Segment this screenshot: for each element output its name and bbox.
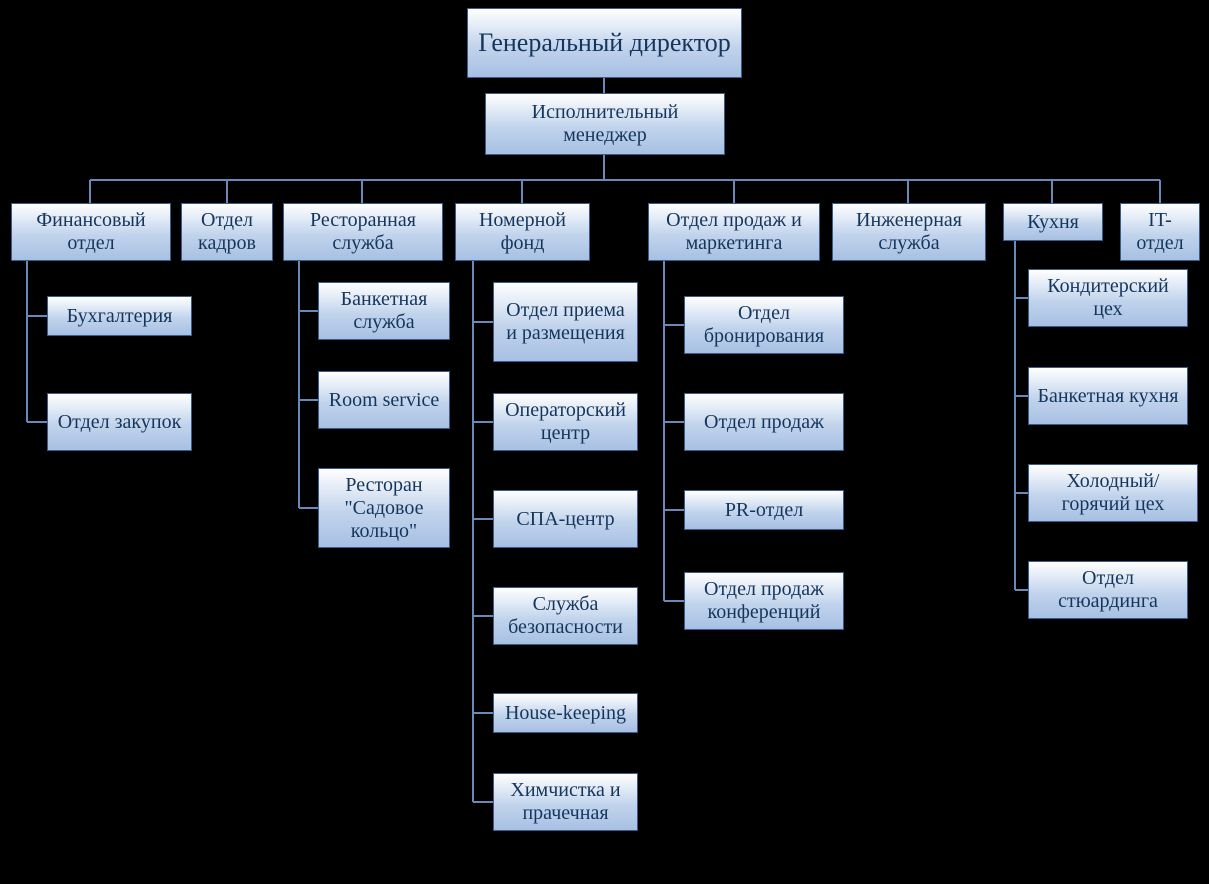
connector-horizontal (1015, 492, 1028, 494)
connector-vertical (1051, 180, 1053, 203)
connector-horizontal (473, 518, 493, 520)
node-child-banquet: Банкетная служба (318, 282, 450, 340)
node-child-confsales: Отдел продаж конференций (684, 572, 844, 630)
node-dept-restaurant: Ресторанная служба (283, 203, 443, 261)
connector-horizontal (1015, 297, 1028, 299)
node-child-reception: Отдел приема и размещения (493, 282, 638, 362)
node-root: Генеральный директор (467, 8, 742, 78)
node-child-laundry: Химчистка и прачечная (493, 773, 638, 831)
connector-horizontal (90, 179, 1160, 181)
connector-horizontal (664, 421, 684, 423)
connector-vertical (298, 261, 300, 508)
node-executive: Исполнительный менеджер (485, 93, 725, 155)
connector-horizontal (664, 509, 684, 511)
connector-horizontal (1015, 589, 1028, 591)
node-dept-hr: Отдел кадров (181, 203, 273, 261)
connector-horizontal (473, 421, 493, 423)
connector-vertical (1159, 180, 1161, 203)
connector-vertical (89, 180, 91, 203)
connector-vertical (1014, 241, 1016, 590)
node-child-spa: СПА-центр (493, 490, 638, 548)
connector-horizontal (473, 321, 493, 323)
node-child-salesdept: Отдел продаж (684, 393, 844, 451)
connector-vertical (472, 261, 474, 802)
connector-vertical (907, 180, 909, 203)
node-child-pr: PR-отдел (684, 490, 844, 530)
connector-vertical (26, 261, 28, 422)
connector-vertical (361, 180, 363, 203)
connector-horizontal (299, 399, 318, 401)
node-child-banquet-k: Банкетная кухня (1028, 367, 1188, 425)
node-dept-finance: Финансовый отдел (11, 203, 171, 261)
node-dept-sales: Отдел продаж и маркетинга (648, 203, 820, 261)
connector-vertical (226, 180, 228, 203)
node-child-callcenter: Операторский центр (493, 393, 638, 451)
connector-horizontal (664, 324, 684, 326)
connector-horizontal (473, 801, 493, 803)
node-child-booking: Отдел бронирования (684, 296, 844, 354)
connector-horizontal (27, 421, 47, 423)
node-child-pastry: Кондитерский цех (1028, 269, 1188, 327)
node-child-hotcold: Холодный/горячий цех (1028, 464, 1198, 522)
node-child-security: Служба безопасности (493, 587, 638, 645)
connector-horizontal (1015, 395, 1028, 397)
node-dept-engineer: Инженерная служба (832, 203, 986, 261)
connector-horizontal (664, 600, 684, 602)
node-child-steward: Отдел стюардинга (1028, 561, 1188, 619)
connector-vertical (521, 180, 523, 203)
connector-horizontal (473, 615, 493, 617)
node-dept-it: IT-отдел (1120, 203, 1200, 261)
connector-vertical (733, 180, 735, 203)
org-chart: Генеральный директор Исполнительный менед… (0, 0, 1209, 884)
connector-vertical (603, 78, 605, 93)
connector-vertical (603, 155, 605, 180)
node-child-housekeep: House-keeping (493, 693, 638, 733)
connector-horizontal (473, 712, 493, 714)
node-dept-kitchen: Кухня (1003, 203, 1103, 241)
connector-horizontal (299, 310, 318, 312)
node-child-rest-sad: Ресторан "Садовое кольцо" (318, 468, 450, 548)
node-child-procurement: Отдел закупок (47, 393, 192, 451)
node-child-roomsvc: Room service (318, 371, 450, 429)
node-dept-rooms: Номерной фонд (455, 203, 590, 261)
connector-vertical (663, 261, 665, 601)
connector-horizontal (299, 507, 318, 509)
connector-horizontal (27, 315, 47, 317)
node-child-accounting: Бухгалтерия (47, 296, 192, 336)
